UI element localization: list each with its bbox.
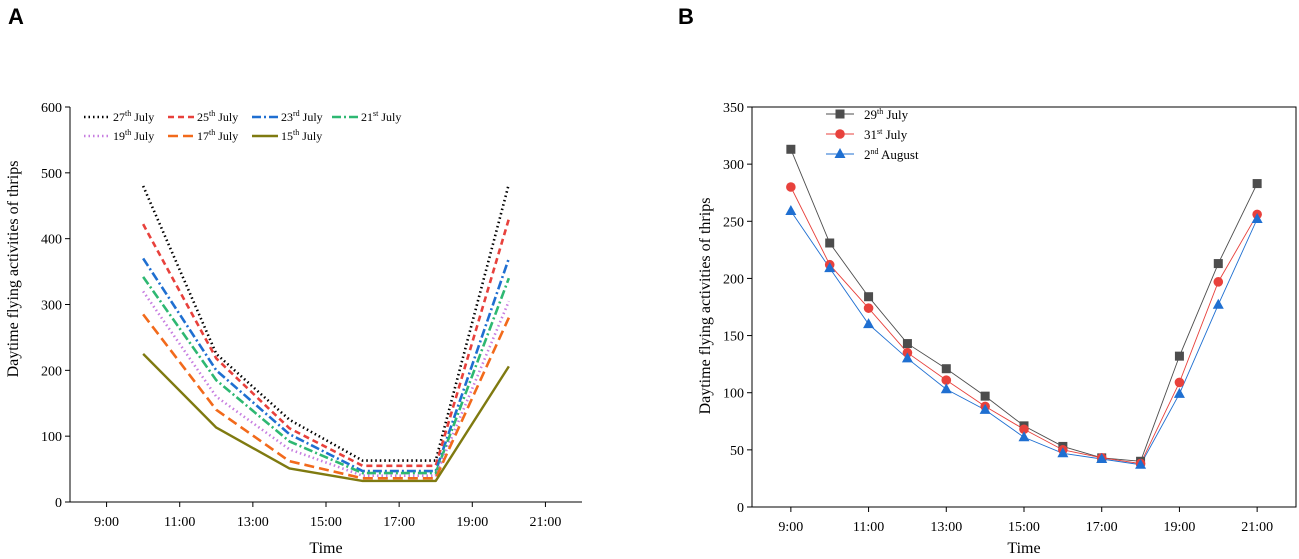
panel-b-point-29 bbox=[1213, 259, 1223, 269]
panel-a-y-tick-label: 500 bbox=[41, 167, 62, 182]
panel-a-legend-label-19: 19th July bbox=[113, 128, 154, 143]
panel-b-point-2 bbox=[824, 262, 836, 273]
panel-a-y-tick-label: 200 bbox=[41, 364, 62, 379]
panel-a-series-line-23 bbox=[142, 257, 511, 473]
panel-b-point-29 bbox=[864, 292, 874, 302]
panel-a-y-tick-label: 600 bbox=[41, 101, 62, 116]
panel-a-x-tick-label: 17:00 bbox=[383, 515, 415, 530]
panel-a-legend-label-23: 23rd July bbox=[281, 109, 323, 124]
panel-b-point-2 bbox=[979, 403, 991, 414]
panel-a-x-tick-label: 9:00 bbox=[94, 515, 119, 530]
panel-b-point-2 bbox=[901, 352, 913, 363]
panel-b-point-29 bbox=[941, 364, 951, 374]
panel-a: A 27th July 25th July 23rd July 21st July 19… bbox=[5, 4, 582, 557]
panel-b-series-line-29 bbox=[790, 149, 1258, 462]
panel-b-point-31 bbox=[863, 303, 874, 313]
panel-a-axes: 0 100 200 300 400 500 600 9:00 11:00 13:00 15:00 17… bbox=[41, 101, 582, 530]
panel-a-legend: 27th July 25th July 23rd July 21st July 19th… bbox=[84, 109, 401, 143]
panel-b: B 0 50 100 150 200 250 300 350 9:00 11:00 13:00 15:… bbox=[678, 4, 1297, 557]
panel-b-point-2 bbox=[1251, 213, 1263, 223]
panel-a-legend-label-21: 21st July bbox=[361, 109, 401, 124]
panel-b-point-2 bbox=[863, 318, 875, 329]
panel-b-x-tick-label: 13:00 bbox=[930, 520, 962, 535]
panel-b-point-31 bbox=[1019, 424, 1029, 435]
panel-b-x-tick-label: 21:00 bbox=[1241, 520, 1273, 535]
panel-a-series-line-21 bbox=[142, 276, 511, 475]
panel-b-point-31 bbox=[1174, 377, 1185, 388]
panel-b-point-2 bbox=[785, 205, 797, 215]
panel-b-y-tick-label: 300 bbox=[723, 158, 744, 173]
panel-b-y-tick-label: 350 bbox=[723, 101, 744, 116]
panel-b-point-2 bbox=[1018, 431, 1030, 442]
panel-b-point-2 bbox=[1173, 387, 1185, 398]
panel-b-x-tick-label: 17:00 bbox=[1086, 520, 1118, 535]
panel-a-series-line-27 bbox=[141, 183, 511, 462]
panel-b-x-tick-label: 11:00 bbox=[853, 520, 884, 535]
panel-a-x-tick-label: 15:00 bbox=[310, 515, 342, 530]
panel-b-point-29 bbox=[1174, 351, 1184, 361]
panel-b-y-tick-label: 50 bbox=[730, 444, 744, 459]
panel-a-series-line-15 bbox=[142, 353, 510, 483]
panel-b-x-tick-label: 19:00 bbox=[1163, 520, 1195, 535]
panel-b-legend-marker-31 bbox=[835, 129, 845, 139]
panel-b-legend-marker-2 bbox=[834, 148, 846, 158]
panel-b-x-axis-title: Time bbox=[1007, 540, 1040, 557]
panel-a-legend-label-27: 27th July bbox=[113, 109, 154, 124]
panel-a-legend-label-17: 17th July bbox=[197, 128, 238, 143]
panel-a-y-tick-label: 0 bbox=[55, 496, 62, 511]
panel-a-series-line-17 bbox=[142, 313, 511, 480]
panel-b-point-29 bbox=[825, 238, 835, 248]
panel-a-label: A bbox=[8, 4, 24, 29]
panel-b-y-tick-label: 200 bbox=[723, 272, 744, 287]
panel-b-y-tick-label: 150 bbox=[723, 330, 744, 345]
panel-b-point-31 bbox=[941, 375, 952, 385]
panel-a-x-tick-label: 19:00 bbox=[456, 515, 488, 530]
panel-b-y-tick-label: 0 bbox=[737, 501, 744, 516]
panel-a-x-tick-label: 11:00 bbox=[164, 515, 195, 530]
panel-b-series bbox=[785, 144, 1263, 469]
panel-b-x-tick-label: 9:00 bbox=[778, 520, 803, 535]
panel-b-point-31 bbox=[1213, 277, 1224, 287]
panel-b-y-tick-label: 250 bbox=[723, 215, 744, 230]
panel-a-y-tick-label: 400 bbox=[41, 233, 62, 248]
panel-b-legend-label-29: 29th July bbox=[864, 107, 909, 122]
panel-b-point-29 bbox=[786, 144, 796, 154]
panel-b-point-2 bbox=[1135, 458, 1147, 469]
panel-b-y-axis-title: Daytime flying activities of thrips bbox=[697, 198, 714, 415]
panel-b-point-29 bbox=[902, 339, 912, 349]
panel-b-point-29 bbox=[1252, 179, 1262, 189]
panel-b-y-tick-label: 100 bbox=[723, 387, 744, 402]
panel-b-legend-marker-29 bbox=[835, 109, 845, 119]
panel-b-axes: 0 50 100 150 200 250 300 350 9:00 11:00 13:00 15:00… bbox=[723, 101, 1297, 535]
panel-a-legend-label-25: 25th July bbox=[197, 109, 238, 124]
panel-a-y-tick-label: 300 bbox=[41, 299, 62, 314]
panel-a-series-line-25 bbox=[142, 218, 511, 468]
panel-b-point-2 bbox=[1057, 447, 1069, 458]
panel-b-point-2 bbox=[1096, 453, 1108, 463]
panel-a-x-tick-label: 21:00 bbox=[529, 515, 561, 530]
panel-b-point-31 bbox=[786, 182, 796, 192]
panel-b-point-2 bbox=[1212, 298, 1224, 309]
panel-a-x-axis-title: Time bbox=[309, 540, 342, 557]
panel-b-legend-label-31: 31st July bbox=[864, 127, 908, 142]
panel-b-point-29 bbox=[980, 391, 990, 401]
panel-a-x-tick-label: 13:00 bbox=[237, 515, 269, 530]
panel-a-series bbox=[141, 183, 511, 483]
panel-b-point-2 bbox=[940, 383, 952, 394]
panel-b-x-tick-label: 15:00 bbox=[1008, 520, 1040, 535]
panel-a-legend-label-15: 15th July bbox=[281, 128, 322, 143]
panel-a-y-tick-label: 100 bbox=[41, 430, 62, 445]
panel-b-label: B bbox=[678, 4, 694, 29]
panel-a-series-line-19 bbox=[142, 290, 511, 477]
panel-a-y-axis-title: Daytime flying activities of thrips bbox=[5, 161, 22, 378]
panel-b-legend: 29th July 31st July 2nd August bbox=[826, 107, 919, 162]
panel-b-legend-label-2: 2nd August bbox=[864, 147, 919, 162]
